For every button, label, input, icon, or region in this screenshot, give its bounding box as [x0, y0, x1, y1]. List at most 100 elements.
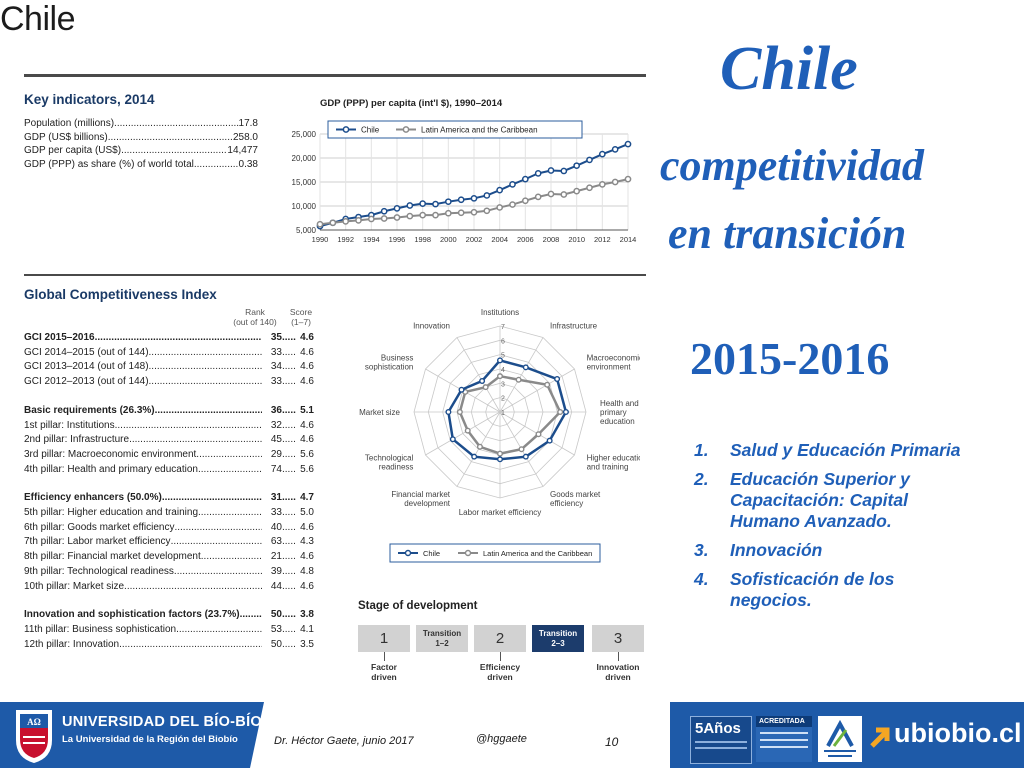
data-point: [586, 156, 593, 164]
x-tick-label: 2004: [491, 235, 508, 244]
key-indicator-row: GDP (PPP) as share (%) of world total 0.3…: [24, 159, 258, 170]
radar-point: [479, 377, 486, 384]
leader-dots: [282, 405, 296, 416]
priority-item: 2. Educación Superior y Capacitación: Cap…: [694, 469, 964, 532]
gci-rank: 63: [270, 536, 282, 548]
gci-rank: 40: [270, 521, 282, 533]
key-indicators-title: Key indicators, 2014: [24, 92, 155, 107]
gci-label: 3rd pillar: Macroeconomic environment: [24, 448, 197, 460]
acreditada-line-2: [760, 739, 808, 741]
indicator-label: GDP per capita (US$): [24, 145, 122, 156]
data-point: [521, 175, 529, 183]
leader-dots: [282, 420, 296, 431]
leader-dots: [282, 464, 296, 475]
gci-row: GCI 2014–2015 (out of 144) 33 4.6: [24, 347, 314, 358]
radar-tick-label: 7: [501, 324, 505, 331]
radar-point: [456, 408, 463, 415]
gci-rank: 29: [270, 448, 282, 460]
indicator-label: GDP (PPP) as share (%) of world total: [24, 158, 194, 170]
acreditada-line-3: [760, 746, 808, 748]
leader-dots: [282, 551, 296, 562]
radar-spoke: [456, 337, 501, 413]
leader-dots: [282, 581, 296, 592]
radar-point: [458, 386, 465, 393]
acreditada-badge: ACREDITADA: [756, 716, 812, 762]
gci-row: 5th pillar: Higher education and trainin…: [24, 507, 314, 518]
leader-dots: [282, 332, 296, 343]
gci-score: 5.1: [300, 404, 314, 416]
data-point: [547, 167, 555, 174]
anos-badge: 5Años: [690, 716, 752, 764]
data-point: [611, 146, 619, 153]
radar-axis-label: Goods market efficiency: [550, 490, 601, 508]
radar-point: [464, 427, 471, 434]
data-point: [329, 219, 337, 227]
country-title: Chile: [0, 0, 75, 38]
stage-caption: Efficiency driven: [479, 662, 521, 682]
footer-author: Dr. Héctor Gaete, junio 2017: [274, 735, 414, 747]
gci-title: Global Competitiveness Index: [24, 287, 217, 302]
y-tick-label: 15,000: [292, 178, 317, 187]
priority-text: Salud y Educación Primaria: [730, 440, 961, 460]
gci-score: 4.7: [300, 492, 314, 504]
legend-marker: [342, 126, 350, 133]
gci-row: GCI 2012–2013 (out of 144) 33 4.6: [24, 376, 314, 387]
gci-radar-chart: 1 2 3 4 5 6 7 Institutions Infrastructure Macroec…: [359, 308, 640, 563]
radar-tick-label: 6: [501, 338, 505, 345]
gci-row: 2nd pillar: Infrastructure 45 4.6: [24, 434, 314, 445]
y-tick-label: 25,000: [292, 130, 317, 139]
leader-dots: [119, 639, 262, 650]
radar-point: [445, 408, 452, 415]
leader-dots: [176, 624, 262, 635]
gci-rank: 33: [270, 376, 282, 388]
gci-label: GCI 2014–2015 (out of 144): [24, 346, 149, 358]
radar-axis-label: Infrastructure: [550, 321, 598, 330]
priority-item: 4. Sofisticación de los negocios.: [694, 569, 964, 611]
cna-logo: [818, 716, 862, 762]
leader-dots: [282, 639, 296, 650]
stage-tick: [618, 652, 619, 661]
gci-rank: 45: [270, 434, 282, 446]
gci-row: Innovation and sophistication factors (2…: [24, 609, 314, 620]
chart-title: GDP (PPP) per capita (int'l $), 1990–201…: [320, 98, 503, 109]
indicator-value: 14,477: [227, 145, 258, 156]
data-point: [611, 178, 619, 186]
footer-bar: AΩ UNIVERSIDAD DEL BÍO-BÍO La Universida…: [0, 702, 1024, 768]
data-point: [496, 204, 504, 211]
leader-dots: [282, 361, 296, 372]
gci-rank: 33: [270, 346, 282, 358]
data-point: [560, 167, 568, 175]
gci-row: 3rd pillar: Macroeconomic environment 29 5…: [24, 449, 314, 460]
data-point: [406, 202, 414, 209]
gci-row: 11th pillar: Business sophistication 53 4.…: [24, 624, 314, 635]
gci-score: 4.3: [300, 536, 314, 548]
radar-point: [562, 408, 569, 415]
data-point: [483, 192, 491, 199]
gci-score: 4.8: [300, 565, 314, 577]
data-point: [367, 215, 375, 223]
leader-dots: [124, 581, 262, 592]
priority-number: 2.: [694, 469, 709, 489]
period-title: 2015-2016: [690, 333, 890, 384]
x-tick-label: 2014: [620, 235, 637, 244]
gci-row: 10th pillar: Market size 44 4.6: [24, 581, 314, 592]
radar-axis-label: Institutions: [481, 308, 519, 317]
gci-label: 8th pillar: Financial market development: [24, 551, 201, 563]
legend-marker: [464, 549, 472, 557]
gci-score: 4.6: [300, 376, 314, 388]
data-point: [316, 220, 324, 228]
gci-label: GCI 2013–2014 (out of 148): [24, 361, 149, 373]
data-point: [521, 197, 529, 205]
data-point: [419, 211, 427, 219]
leader-dots: [115, 420, 262, 431]
data-point: [509, 201, 516, 208]
stage-box: 3: [592, 625, 644, 652]
header-rule: [24, 74, 646, 77]
y-tick-label: 5,000: [296, 226, 317, 235]
stage-box: 2: [474, 625, 526, 652]
gci-row: 7th pillar: Labor market efficiency 63 4.3: [24, 536, 314, 547]
x-tick-label: 1992: [337, 235, 354, 244]
leader-dots: [95, 332, 262, 343]
priorities-list: 1. Salud y Educación Primaria 2. Educación …: [694, 440, 964, 619]
gci-label: Basic requirements (26.3%): [24, 404, 155, 416]
